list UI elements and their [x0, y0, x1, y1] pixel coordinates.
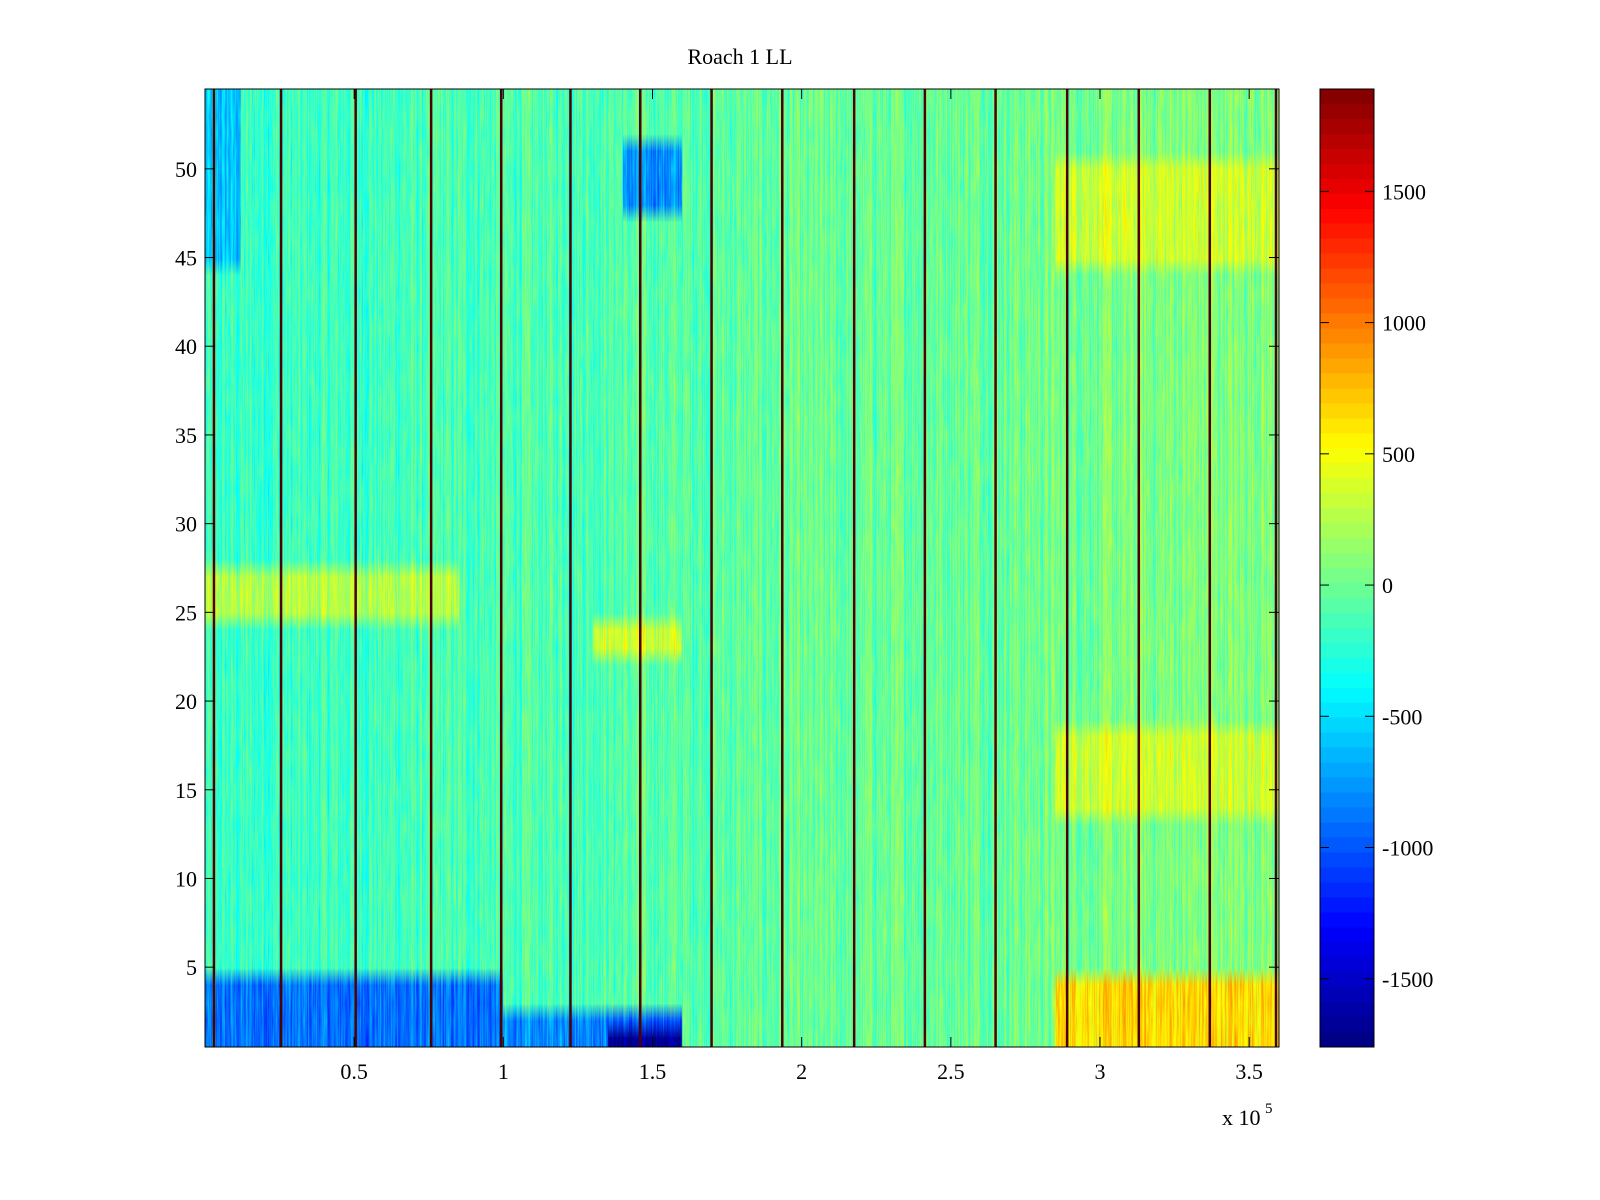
x-axis: 0.5 1 1.5 2 2.5 3 3.5: [340, 89, 1263, 1084]
colorbar-tick-label-2: -1000: [1382, 836, 1433, 861]
colorbar-gradient: [1320, 89, 1374, 1047]
y-tick-label-5: 25: [175, 600, 197, 625]
colorbar-tick-label-4: 0: [1382, 573, 1393, 598]
colorbar-tick-label-3: -500: [1382, 704, 1422, 729]
y-tick-label-7: 35: [175, 423, 197, 448]
y-axis: 5 10 15 20 25 30 35 40 45 50: [175, 157, 1279, 980]
colorbar-frame: [1319, 88, 1375, 1048]
chart-title: Roach 1 LL: [687, 44, 792, 69]
vertical-lines-group: [212, 89, 1278, 1047]
x-tick-label-3: 1.5: [639, 1059, 667, 1084]
heatmap-plot-area: [204, 88, 1280, 1048]
heatmap-cells: [205, 89, 1279, 1047]
y-tick-label-2: 10: [175, 866, 197, 891]
y-tick-label-9: 45: [175, 246, 197, 271]
x-tick-label-2: 1: [498, 1059, 509, 1084]
colorbar: -1500 -1000 -500 0 500 1000 1500: [1319, 88, 1433, 1048]
x-exponent-base: x 10: [1222, 1105, 1261, 1130]
x-tick-label-7: 3.5: [1235, 1059, 1263, 1084]
y-tick-label-4: 20: [175, 689, 197, 714]
colorbar-tick-label-5: 500: [1382, 442, 1415, 467]
y-tick-label-1: 5: [186, 955, 197, 980]
x-tick-label-6: 3: [1095, 1059, 1106, 1084]
x-tick-label-4: 2: [796, 1059, 807, 1084]
colorbar-tick-label-7: 1500: [1382, 179, 1426, 204]
colorbar-tick-label-6: 1000: [1382, 311, 1426, 336]
x-exponent-label: x 10 5: [1222, 1101, 1273, 1130]
y-tick-label-10: 50: [175, 157, 197, 182]
x-exponent-power: 5: [1265, 1101, 1273, 1117]
y-tick-label-8: 40: [175, 334, 197, 359]
y-tick-label-6: 30: [175, 512, 197, 537]
colorbar-tick-label-1: -1500: [1382, 967, 1433, 992]
plot-frame: [204, 88, 1280, 1048]
y-tick-label-3: 15: [175, 778, 197, 803]
x-tick-label-5: 2.5: [937, 1059, 965, 1084]
colorbar-ticks: -1500 -1000 -500 0 500 1000 1500: [1320, 179, 1433, 992]
x-tick-label-1: 0.5: [340, 1059, 368, 1084]
